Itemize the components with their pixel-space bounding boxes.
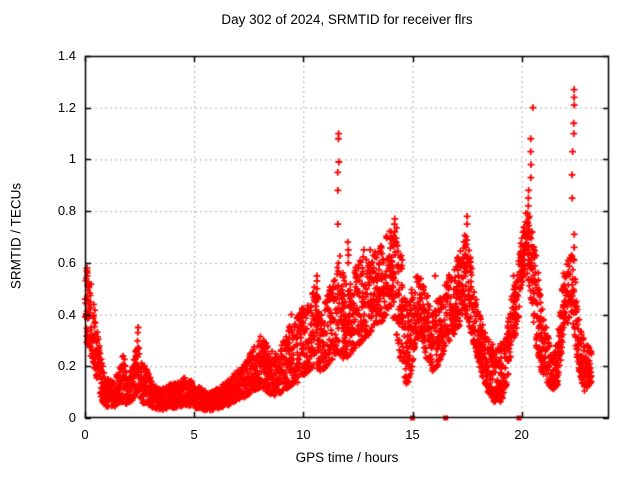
- y-tick-label: 0.6: [57, 254, 76, 270]
- chart-title: Day 302 of 2024, SRMTID for receiver flr…: [221, 12, 473, 27]
- x-axis-label: GPS time / hours: [295, 450, 399, 465]
- x-tick-label: 5: [190, 427, 198, 442]
- y-tick-label: 1.2: [57, 99, 76, 115]
- x-tick-label: 0: [81, 427, 89, 442]
- y-tick-label: 1: [68, 151, 76, 167]
- y-tick-label: 0.4: [57, 306, 76, 322]
- y-tick-label: 0.2: [57, 358, 76, 374]
- y-axis-label-text: SRMTID / TECUs: [8, 182, 24, 290]
- x-tick-label: 20: [514, 427, 529, 442]
- x-tick-label: 10: [296, 427, 311, 442]
- y-tick-label: 0.8: [57, 203, 76, 219]
- y-tick-label: 1.4: [57, 48, 76, 63]
- x-tick-label: 15: [405, 427, 420, 442]
- y-tick-label: 0: [68, 410, 76, 425]
